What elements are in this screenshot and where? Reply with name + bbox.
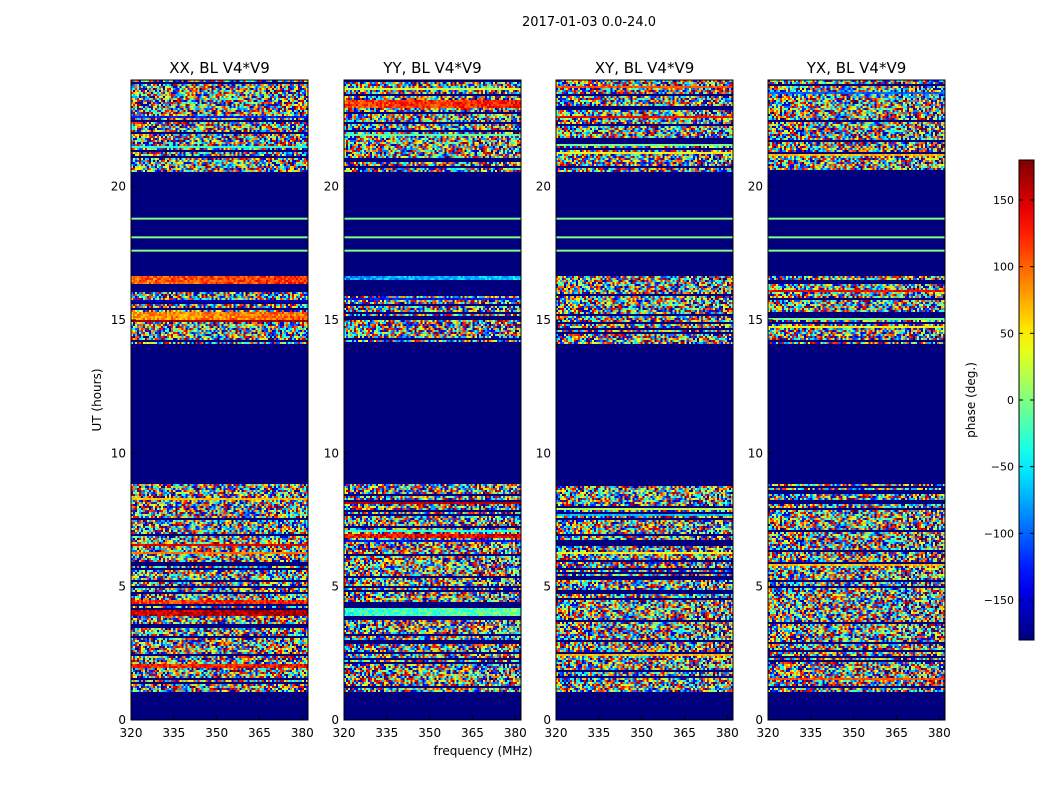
y-tick-label: 0: [755, 713, 763, 727]
colorbar-tick-label: −100: [984, 527, 1014, 540]
panel-title: XY, BL V4*V9: [595, 59, 695, 77]
heatmap-image: [344, 80, 521, 720]
panels-group: XX, BL V4*V9 320 335 350 365 380 0 5 10 15 20 UT (h…: [90, 59, 951, 758]
y-axis-label: UT (hours): [90, 368, 104, 431]
colorbar-tick-label: 50: [1000, 327, 1014, 340]
y-tick-label: 5: [331, 580, 339, 594]
y-tick-label: 5: [755, 580, 763, 594]
panel-title: YX, BL V4*V9: [806, 59, 907, 77]
y-tick-label: 15: [324, 313, 339, 327]
y-tick-label: 20: [748, 180, 763, 194]
y-tick-label: 10: [536, 446, 551, 460]
x-tick-label: 350: [205, 726, 228, 740]
calibration-line: [131, 217, 308, 220]
colorbar-tick-label: 150: [993, 194, 1014, 207]
panel-4: YX, BL V4*V9 320 335 350 365 380 0 5 10 15 20: [748, 59, 951, 740]
x-tick-label: 380: [928, 726, 951, 740]
x-tick-label: 335: [587, 726, 610, 740]
plot-frame: [130, 79, 309, 721]
x-tick-label: 350: [842, 726, 865, 740]
calibration-line: [131, 236, 308, 239]
y-tick-label: 20: [324, 180, 339, 194]
y-tick-label: 10: [748, 446, 763, 460]
heatmap-image: [768, 80, 945, 720]
calibration-line: [344, 249, 521, 252]
colorbar-label: phase (deg.): [964, 362, 978, 438]
x-tick-label: 380: [504, 726, 527, 740]
y-tick-label: 0: [543, 713, 551, 727]
calibration-line: [344, 236, 521, 239]
plot-frame: [767, 79, 946, 721]
panel-title: XX, BL V4*V9: [169, 59, 270, 77]
x-tick-label: 365: [885, 726, 908, 740]
heatmap-image: [131, 80, 308, 720]
panel-2: YY, BL V4*V9 320 335 350 365 380 0 5 10 15 20 frequ…: [324, 59, 533, 758]
y-tick-label: 10: [324, 446, 339, 460]
panel-title: YY, BL V4*V9: [382, 59, 481, 77]
x-tick-label: 365: [673, 726, 696, 740]
y-tick-label: 5: [543, 580, 551, 594]
x-tick-label: 380: [716, 726, 739, 740]
x-tick-label: 320: [757, 726, 780, 740]
calibration-line: [556, 236, 733, 239]
plot-frame: [555, 79, 734, 721]
figure-suptitle: 2017-01-03 0.0-24.0: [522, 15, 656, 30]
x-tick-label: 335: [799, 726, 822, 740]
x-tick-label: 320: [120, 726, 143, 740]
calibration-line: [768, 217, 945, 220]
panel-1: XX, BL V4*V9 320 335 350 365 380 0 5 10 15 20 UT (h…: [90, 59, 314, 740]
y-tick-label: 15: [748, 313, 763, 327]
colorbar: 150 100 50 0 −50 −100 −150 phase (deg.): [964, 159, 1035, 641]
calibration-line: [768, 236, 945, 239]
x-tick-label: 320: [545, 726, 568, 740]
y-tick-label: 15: [536, 313, 551, 327]
x-tick-label: 320: [333, 726, 356, 740]
x-tick-label: 350: [418, 726, 441, 740]
colorbar-tick-label: −50: [991, 461, 1014, 474]
colorbar-tick-label: 0: [1007, 394, 1014, 407]
x-tick-label: 335: [375, 726, 398, 740]
heatmap-image: [556, 80, 733, 720]
panel-3: XY, BL V4*V9 320 335 350 365 380 0 5 10 15 20: [536, 59, 739, 740]
calibration-line: [556, 217, 733, 220]
y-tick-label: 15: [111, 313, 126, 327]
y-tick-label: 20: [111, 180, 126, 194]
y-tick-label: 0: [331, 713, 339, 727]
calibration-line: [131, 249, 308, 252]
y-tick-label: 5: [118, 580, 126, 594]
plot-frame: [343, 79, 522, 721]
y-tick-label: 10: [111, 446, 126, 460]
calibration-line: [556, 249, 733, 252]
x-tick-label: 335: [162, 726, 185, 740]
x-tick-label: 350: [630, 726, 653, 740]
x-axis-label: frequency (MHz): [433, 744, 532, 758]
x-tick-label: 365: [248, 726, 271, 740]
y-tick-label: 0: [118, 713, 126, 727]
calibration-line: [768, 249, 945, 252]
x-tick-label: 365: [461, 726, 484, 740]
x-tick-label: 380: [291, 726, 314, 740]
y-tick-label: 20: [536, 180, 551, 194]
calibration-line: [344, 217, 521, 220]
colorbar-tick-label: −150: [984, 594, 1014, 607]
colorbar-tick-label: 100: [993, 261, 1014, 274]
